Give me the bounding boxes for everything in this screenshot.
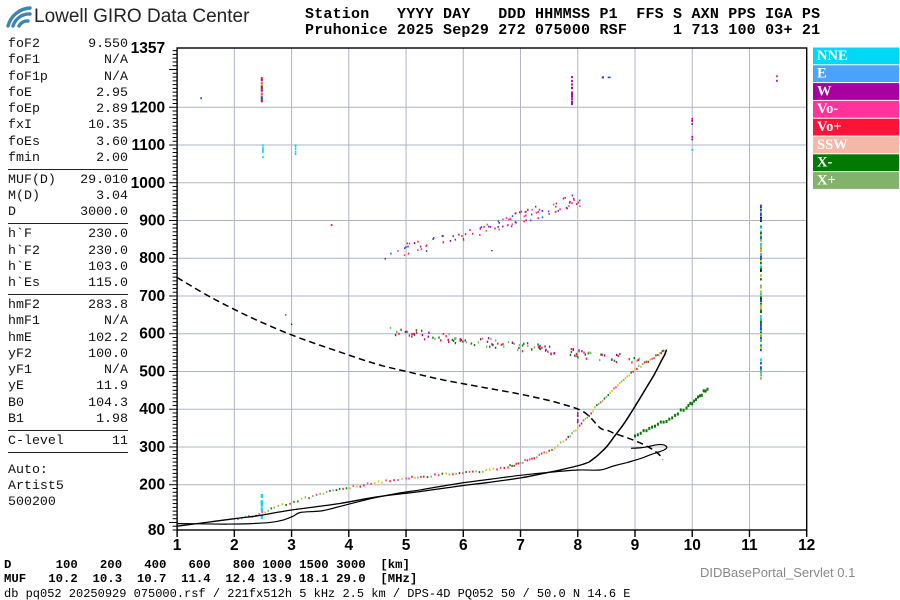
svg-text:1: 1	[173, 537, 182, 554]
svg-text:X+: X+	[817, 172, 836, 188]
svg-text:80: 80	[148, 522, 165, 539]
svg-text:E: E	[817, 66, 827, 82]
svg-text:400: 400	[139, 401, 165, 418]
svg-text:1200: 1200	[131, 99, 165, 116]
svg-text:6: 6	[459, 537, 468, 554]
svg-text:900: 900	[139, 212, 165, 229]
svg-text:7: 7	[516, 537, 525, 554]
svg-text:1357: 1357	[131, 40, 165, 57]
svg-text:4: 4	[344, 537, 353, 554]
svg-text:300: 300	[139, 439, 165, 456]
svg-text:8: 8	[573, 537, 582, 554]
svg-text:200: 200	[139, 477, 165, 494]
svg-text:800: 800	[139, 250, 165, 267]
svg-text:12: 12	[798, 537, 815, 554]
svg-text:5: 5	[402, 537, 411, 554]
svg-text:600: 600	[139, 326, 165, 343]
svg-text:NNE: NNE	[817, 48, 848, 64]
svg-text:500: 500	[139, 363, 165, 380]
svg-text:1100: 1100	[131, 137, 165, 154]
svg-text:W: W	[817, 83, 832, 99]
svg-text:700: 700	[139, 288, 165, 305]
svg-text:SSW: SSW	[817, 137, 848, 153]
svg-text:1000: 1000	[131, 175, 165, 192]
svg-text:9: 9	[631, 537, 640, 554]
svg-text:11: 11	[741, 537, 758, 554]
svg-text:2: 2	[230, 537, 239, 554]
svg-text:X-: X-	[817, 155, 832, 171]
svg-text:Vo+: Vo+	[817, 119, 842, 135]
svg-text:10: 10	[684, 537, 701, 554]
svg-text:Vo-: Vo-	[817, 101, 838, 117]
svg-text:3: 3	[287, 537, 296, 554]
